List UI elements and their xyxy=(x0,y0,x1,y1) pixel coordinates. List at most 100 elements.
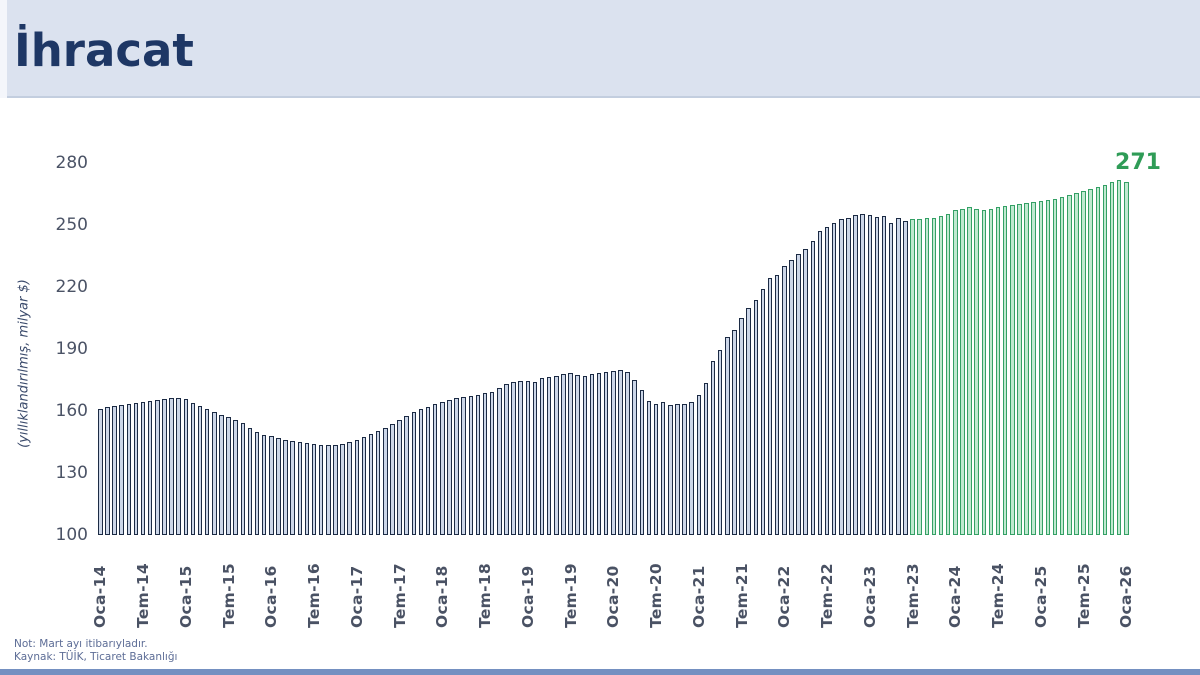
actual-bar xyxy=(197,405,203,535)
forecast-bar xyxy=(945,213,951,535)
actual-bar xyxy=(710,361,716,535)
actual-bar xyxy=(782,266,787,535)
actual-bar xyxy=(546,376,552,535)
last-value-annotation: 271 xyxy=(1115,150,1161,175)
actual-bar xyxy=(375,430,381,535)
forecast-bar xyxy=(917,218,922,535)
forecast-bar xyxy=(981,209,986,535)
actual-bar xyxy=(290,441,295,535)
forecast-bar xyxy=(938,215,944,535)
actual-bar xyxy=(354,439,359,535)
header-left-strip xyxy=(0,0,7,98)
x-tick-label: Tem-25 xyxy=(1074,563,1093,628)
actual-bar xyxy=(575,374,580,535)
actual-bar xyxy=(625,371,630,535)
forecast-bar xyxy=(924,217,929,535)
actual-bar xyxy=(447,399,452,535)
actual-bar xyxy=(126,403,131,535)
forecast-bar xyxy=(1002,206,1008,535)
page-title: İhracat xyxy=(14,24,194,77)
x-tick-label: Oca-18 xyxy=(433,565,452,628)
forecast-bar xyxy=(1031,202,1036,535)
bar-chart-plot-area xyxy=(98,163,1134,535)
forecast-bar xyxy=(1067,195,1072,535)
actual-bar xyxy=(155,399,160,535)
actual-bar xyxy=(461,396,466,535)
actual-bar xyxy=(846,217,851,535)
y-tick-label: 280 xyxy=(55,153,88,173)
actual-bar xyxy=(881,215,887,535)
actual-bar xyxy=(404,416,409,535)
x-tick-label: Oca-26 xyxy=(1117,565,1136,628)
actual-bar xyxy=(732,330,737,535)
actual-bar xyxy=(454,397,459,535)
actual-bar xyxy=(789,260,794,535)
x-tick-label: Oca-22 xyxy=(775,565,794,628)
actual-bar xyxy=(824,227,830,535)
x-tick-label: Oca-24 xyxy=(946,565,965,628)
actual-bar xyxy=(162,398,167,535)
bottom-accent-bar xyxy=(0,669,1200,675)
actual-bar xyxy=(896,217,901,535)
actual-bar xyxy=(98,408,103,535)
actual-bar xyxy=(753,300,758,535)
x-tick-label: Tem-24 xyxy=(989,563,1007,628)
actual-bar xyxy=(504,384,509,535)
actual-bar xyxy=(668,404,673,535)
forecast-bar xyxy=(1081,190,1086,535)
actual-bar xyxy=(183,398,188,535)
actual-bar xyxy=(725,336,730,535)
actual-bar xyxy=(532,382,538,535)
actual-bar xyxy=(240,423,245,535)
x-tick-label: Oca-20 xyxy=(604,565,623,628)
actual-bar xyxy=(867,214,872,535)
forecast-bar xyxy=(1038,201,1043,535)
actual-bar xyxy=(425,406,431,535)
forecast-bar xyxy=(1095,186,1100,535)
x-tick-label: Oca-25 xyxy=(1031,565,1050,628)
forecast-bar xyxy=(1045,200,1051,535)
x-tick-label: Tem-16 xyxy=(305,563,323,628)
actual-bar xyxy=(810,240,815,535)
x-tick-label: Tem-23 xyxy=(903,563,922,628)
footnote-note: Not: Mart ayı itibarıyladır. xyxy=(14,638,148,650)
y-tick-label: 190 xyxy=(55,339,88,359)
x-tick-label: Tem-15 xyxy=(219,563,238,628)
actual-bar xyxy=(611,370,616,535)
forecast-bar xyxy=(974,208,979,535)
actual-bar xyxy=(554,375,559,535)
actual-bar xyxy=(717,350,723,535)
actual-bar xyxy=(561,373,566,535)
actual-bar xyxy=(190,402,196,535)
actual-bar xyxy=(682,403,687,535)
y-tick-label: 100 xyxy=(55,525,88,545)
actual-bar xyxy=(603,371,609,535)
actual-bar xyxy=(147,400,153,535)
actual-bar xyxy=(261,434,267,535)
forecast-bar xyxy=(967,207,972,535)
forecast-bar xyxy=(1109,181,1115,535)
x-tick-label: Oca-19 xyxy=(518,565,537,628)
actual-bar xyxy=(390,424,395,535)
actual-bar xyxy=(397,420,402,535)
actual-bar xyxy=(839,218,844,535)
actual-bar xyxy=(774,274,780,535)
forecast-bar xyxy=(988,208,994,535)
actual-bar xyxy=(760,289,766,535)
actual-bar xyxy=(888,222,894,535)
actual-bar xyxy=(361,436,367,535)
actual-bar xyxy=(696,394,701,535)
actual-bar xyxy=(660,401,666,535)
x-tick-label: Tem-20 xyxy=(647,563,665,628)
actual-bar xyxy=(311,444,317,535)
actual-bar xyxy=(411,412,416,535)
actual-bar xyxy=(518,381,523,535)
actual-bar xyxy=(817,231,823,535)
actual-bar xyxy=(803,248,808,535)
actual-bar xyxy=(212,412,217,535)
actual-bar xyxy=(860,213,865,535)
y-tick-label: 220 xyxy=(55,277,88,297)
forecast-bar xyxy=(1052,199,1058,535)
actual-bar xyxy=(746,307,751,535)
actual-bar xyxy=(276,437,281,535)
